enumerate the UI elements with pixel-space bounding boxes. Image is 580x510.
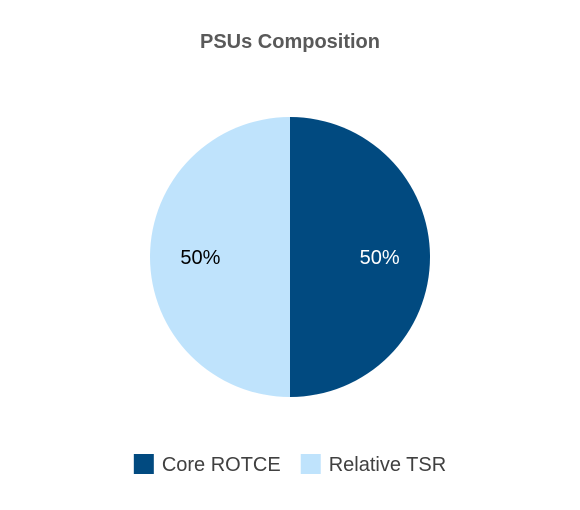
legend-swatch-core-rotce bbox=[133, 454, 154, 474]
data-label-core-rotce: 50% bbox=[360, 247, 400, 269]
chart-title: PSUs Composition bbox=[200, 31, 380, 53]
legend-item-core-rotce: Core ROTCE bbox=[133, 454, 281, 476]
legend-label-core-rotce: Core ROTCE bbox=[162, 454, 281, 476]
legend-swatch-relative-tsr bbox=[300, 454, 321, 474]
legend-label-relative-tsr: Relative TSR bbox=[329, 454, 446, 476]
pie-slices bbox=[150, 117, 430, 397]
legend-item-relative-tsr: Relative TSR bbox=[300, 454, 446, 476]
data-label-relative-tsr: 50% bbox=[180, 247, 220, 269]
pie-slice-relative-tsr bbox=[150, 117, 290, 397]
data-labels: 50% 50% bbox=[180, 247, 399, 269]
legend: Core ROTCE Relative TSR bbox=[133, 454, 446, 476]
pie-slice-core-rotce bbox=[290, 117, 430, 397]
